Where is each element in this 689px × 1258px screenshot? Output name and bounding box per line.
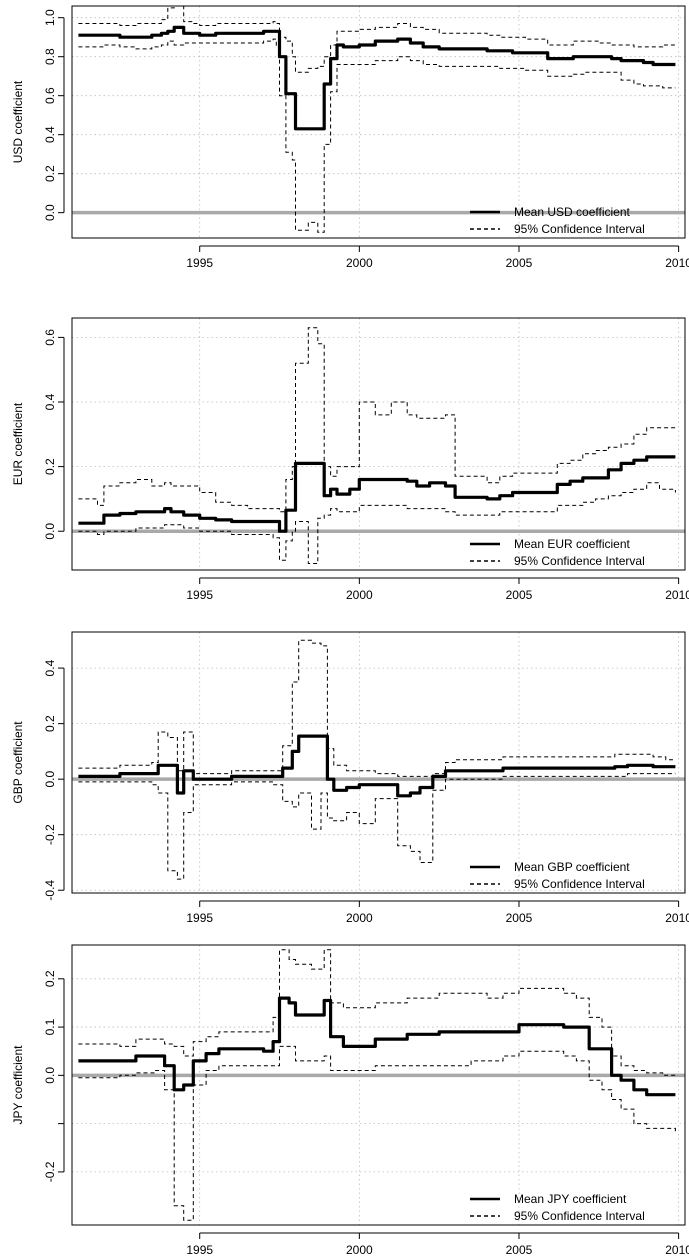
- y-tick-label: 0.4: [43, 393, 57, 410]
- legend-ci-label: 95% Confidence Interval: [514, 1209, 645, 1223]
- legend-mean-label: Mean JPY coefficient: [514, 1192, 627, 1206]
- x-tick-label: 1995: [186, 911, 213, 925]
- x-tick-label: 2010: [665, 911, 689, 925]
- ci-lower-line: [78, 773, 676, 880]
- y-tick-label: 0.2: [43, 715, 57, 732]
- y-axis-label: JPY coefficient: [11, 1045, 25, 1125]
- y-tick-label: 0.2: [43, 970, 57, 987]
- x-tick-label: 2010: [665, 1243, 689, 1257]
- x-tick-label: 2000: [346, 256, 373, 270]
- legend: Mean JPY coefficient 95% Confidence Inter…: [470, 1192, 645, 1223]
- legend-mean-label: Mean USD coefficient: [514, 205, 631, 219]
- x-tick-label: 1995: [186, 1243, 213, 1257]
- ci-lower-line: [78, 1045, 676, 1221]
- legend-ci-label: 95% Confidence Interval: [514, 222, 645, 236]
- ci-upper-line: [78, 327, 676, 513]
- y-tick-label: 0.6: [43, 329, 57, 346]
- y-tick-label: 0.0: [43, 1067, 57, 1084]
- y-tick-label: 0.2: [43, 165, 57, 182]
- y-tick-label: 0.1: [43, 1018, 57, 1035]
- y-tick-label: 1.0: [43, 9, 57, 26]
- y-tick-label: 0.2: [43, 458, 57, 475]
- y-tick-label: -0.4: [43, 880, 57, 901]
- x-tick-label: 2005: [506, 588, 533, 602]
- ci-upper-line: [78, 639, 676, 777]
- ci-upper-line: [78, 949, 676, 1076]
- ci-upper-line: [78, 5, 676, 73]
- mean-series-line: [78, 455, 676, 533]
- x-tick-label: 2010: [665, 588, 689, 602]
- x-tick-label: 2000: [346, 588, 373, 602]
- panel-1: 1995 2000 2005 2010 0.0 0.2 0.4 0.6 EUR coeffici…: [11, 317, 689, 602]
- mean-series-line: [78, 734, 676, 798]
- y-tick-label: 0.8: [43, 48, 57, 65]
- x-tick-label: 1995: [186, 588, 213, 602]
- ci-lower-line: [78, 38, 676, 233]
- plot-frame: [71, 944, 686, 1226]
- ci-lower-line: [78, 482, 676, 564]
- y-tick-label: 0.0: [43, 204, 57, 221]
- x-tick-label: 2010: [665, 256, 689, 270]
- y-tick-label: 0.0: [43, 523, 57, 540]
- legend-ci-label: 95% Confidence Interval: [514, 877, 645, 891]
- x-tick-label: 2005: [506, 256, 533, 270]
- panel-2: 1995 2000 2005 2010 -0.4 -0.2 0.0 0.2 0.4 GBP coe…: [11, 631, 689, 925]
- x-tick-label: 2005: [506, 1243, 533, 1257]
- y-tick-label: -0.2: [43, 824, 57, 845]
- y-tick-label: 0.6: [43, 87, 57, 104]
- y-axis-label: USD coefficient: [11, 80, 25, 163]
- panel-3: 1995 2000 2005 2010 -0.2 0.0 0.1 0.2 JPY coeffic…: [11, 944, 689, 1257]
- y-tick-label: -0.2: [43, 1161, 57, 1182]
- plot-frame: [71, 317, 686, 571]
- y-tick-label: 0.0: [43, 770, 57, 787]
- legend-mean-label: Mean GBP coefficient: [514, 860, 630, 874]
- mean-series-line: [78, 996, 676, 1097]
- legend: Mean USD coefficient 95% Confidence Inter…: [470, 205, 645, 236]
- x-tick-label: 2000: [346, 911, 373, 925]
- panel-0: 1995 2000 2005 2010 0.0 0.2 0.4 0.6 0.8 1.0 USD co…: [11, 5, 689, 270]
- legend-mean-label: Mean EUR coefficient: [514, 537, 631, 551]
- legend: Mean GBP coefficient 95% Confidence Inter…: [470, 860, 645, 891]
- y-axis-label: EUR coefficient: [11, 402, 25, 485]
- plot-frame: [71, 631, 686, 894]
- legend: Mean EUR coefficient 95% Confidence Inter…: [470, 537, 645, 568]
- y-axis-label: GBP coefficient: [11, 721, 25, 804]
- plot-frame: [71, 5, 686, 239]
- x-tick-label: 1995: [186, 256, 213, 270]
- legend-ci-label: 95% Confidence Interval: [514, 554, 645, 568]
- x-tick-label: 2005: [506, 911, 533, 925]
- y-tick-label: 0.4: [43, 126, 57, 143]
- y-tick-label: 0.4: [43, 659, 57, 676]
- mean-series-line: [78, 25, 676, 131]
- x-tick-label: 2000: [346, 1243, 373, 1257]
